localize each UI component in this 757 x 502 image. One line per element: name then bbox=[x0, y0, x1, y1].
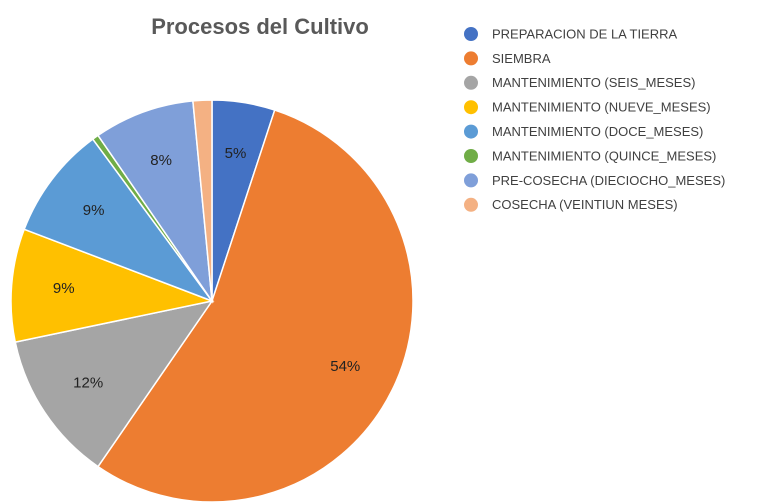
data-label: 54% bbox=[330, 358, 360, 375]
legend-label: MANTENIMIENTO (QUINCE_MESES) bbox=[492, 148, 716, 163]
legend-swatch bbox=[464, 51, 478, 66]
legend-label: MANTENIMIENTO (NUEVE_MESES) bbox=[492, 100, 711, 115]
pie-slice bbox=[96, 100, 214, 304]
legend-label: COSECHA (VEINTIUN MESES) bbox=[492, 197, 678, 212]
legend-swatch bbox=[464, 124, 478, 139]
data-label: 9% bbox=[83, 202, 105, 219]
legend-label: PREPARACION DE LA TIERRA bbox=[492, 26, 678, 41]
legend-swatch bbox=[464, 149, 478, 163]
data-label: 5% bbox=[225, 145, 247, 162]
data-label: 9% bbox=[53, 280, 75, 297]
data-label: 8% bbox=[150, 152, 172, 169]
pie-slice bbox=[96, 109, 414, 502]
legend-swatch bbox=[464, 173, 478, 188]
legend-swatch bbox=[464, 100, 478, 115]
pie-slice bbox=[23, 138, 215, 303]
pie-slice bbox=[14, 299, 214, 468]
data-label: 12% bbox=[73, 374, 103, 391]
pie-slice bbox=[192, 99, 213, 302]
legend-swatch bbox=[464, 75, 478, 90]
legend-label: PRE-COSECHA (DIECIOCHO_MESES) bbox=[492, 173, 725, 188]
chart-title: Procesos del Cultivo bbox=[151, 14, 369, 39]
legend-label: SIEMBRA bbox=[492, 51, 551, 66]
pie-slice bbox=[10, 228, 215, 344]
legend-swatch bbox=[464, 27, 478, 41]
legend-label: MANTENIMIENTO (DOCE_MESES) bbox=[492, 124, 703, 139]
legend-swatch bbox=[464, 197, 478, 212]
legend-label: MANTENIMIENTO (SEIS_MESES) bbox=[492, 75, 695, 90]
